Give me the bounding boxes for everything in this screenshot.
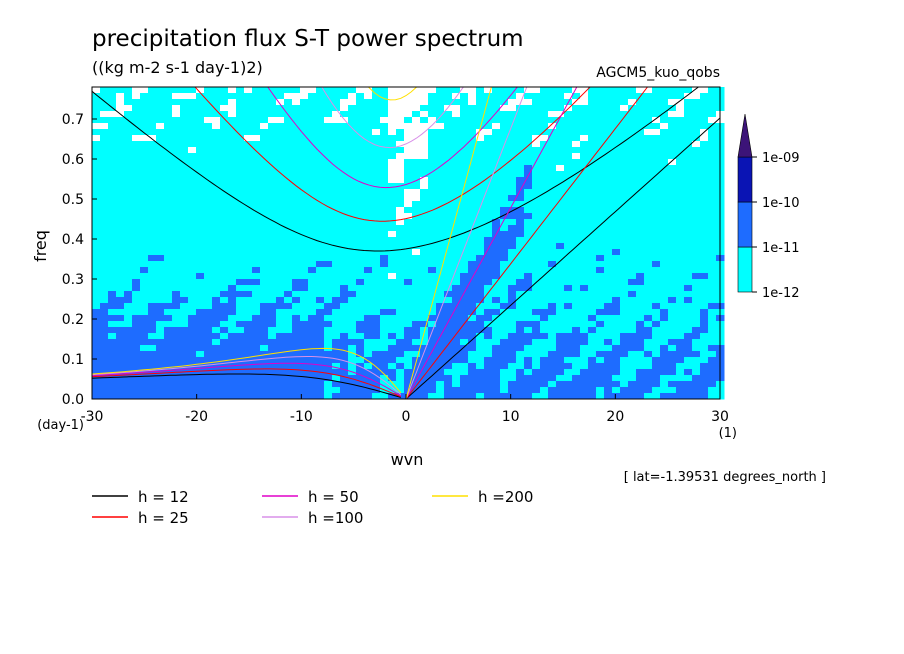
x-tick-label: -20 — [185, 409, 208, 425]
colorbar-arrow — [737, 113, 753, 158]
kelvin-curve-h100 — [405, 87, 528, 399]
y-axis-label: freq — [31, 230, 50, 262]
rossby-curve-h200 — [92, 347, 402, 394]
colorbar-segment — [737, 201, 753, 248]
chart-title: precipitation flux S-T power spectrum — [92, 26, 524, 52]
heatmap-field — [92, 87, 725, 400]
colorbar-label: 1e-10 — [762, 196, 800, 211]
colorbar-segment — [737, 156, 753, 203]
latitude-annotation: [ lat=-1.39531 degrees_north ] — [624, 470, 826, 485]
colorbar-label: 1e-09 — [762, 151, 800, 166]
rossby-curve-h50 — [92, 362, 402, 397]
y-tick-label: 0.2 — [62, 312, 84, 328]
colorbar: 1e-12 1e-11 1e-10 1e-09 — [737, 113, 800, 301]
colorbar-segment — [737, 246, 753, 293]
legend-label: h = 25 — [138, 509, 189, 527]
x-axis-unit: (1) — [719, 426, 737, 441]
plot-area — [91, 86, 725, 400]
gravity-curve-h25 — [194, 87, 591, 222]
x-axis: -30 -20 -10 0 10 20 30 — [81, 394, 729, 425]
x-tick-label: 30 — [711, 409, 729, 425]
y-tick-label: 0.3 — [62, 272, 84, 288]
rossby-curve-h25 — [92, 368, 401, 398]
dispersion-curves — [92, 87, 720, 399]
legend: h = 12 h = 25 h = 50 h =100 h =200 — [92, 488, 533, 527]
y-tick-label: 0.4 — [62, 232, 84, 248]
x-tick-label: -10 — [290, 409, 313, 425]
y-tick-label: 0.1 — [62, 352, 84, 368]
gravity-curve-h200 — [367, 87, 418, 101]
chart-units: ((kg m-2 s-1 day-1)2) — [92, 58, 263, 77]
rossby-curve-h12 — [92, 373, 401, 398]
colorbar-label: 1e-12 — [762, 286, 800, 301]
y-tick-label: 0.0 — [62, 392, 84, 408]
x-tick-label: -30 — [81, 409, 104, 425]
x-tick-label: 0 — [402, 409, 411, 425]
gravity-curve-h12 — [92, 87, 700, 252]
rossby-curve-h100 — [92, 356, 402, 395]
y-tick-label: 0.7 — [62, 112, 84, 128]
x-tick-label: 20 — [606, 409, 624, 425]
run-label: AGCM5_kuo_qobs — [596, 65, 720, 81]
y-tick-label: 0.6 — [62, 152, 84, 168]
kelvin-curve-h12 — [405, 117, 720, 399]
x-axis-label: wvn — [391, 450, 424, 469]
legend-label: h = 50 — [308, 488, 359, 506]
kelvin-curve-h25 — [405, 87, 649, 399]
legend-label: h =100 — [308, 509, 363, 527]
gravity-curve-h100 — [321, 87, 465, 149]
kelvin-curve-h200 — [405, 87, 492, 399]
kelvin-curve-h50 — [405, 87, 578, 399]
y-tick-label: 0.5 — [62, 192, 84, 208]
legend-label: h = 12 — [138, 488, 189, 506]
y-axis: 0.0 0.1 0.2 0.3 0.4 0.5 0.6 0.7 — [62, 112, 97, 408]
gravity-curve-h50 — [267, 87, 518, 189]
y-axis-unit: (day-1) — [37, 418, 84, 433]
legend-label: h =200 — [478, 488, 533, 506]
colorbar-label: 1e-11 — [762, 241, 800, 256]
x-tick-label: 10 — [502, 409, 520, 425]
